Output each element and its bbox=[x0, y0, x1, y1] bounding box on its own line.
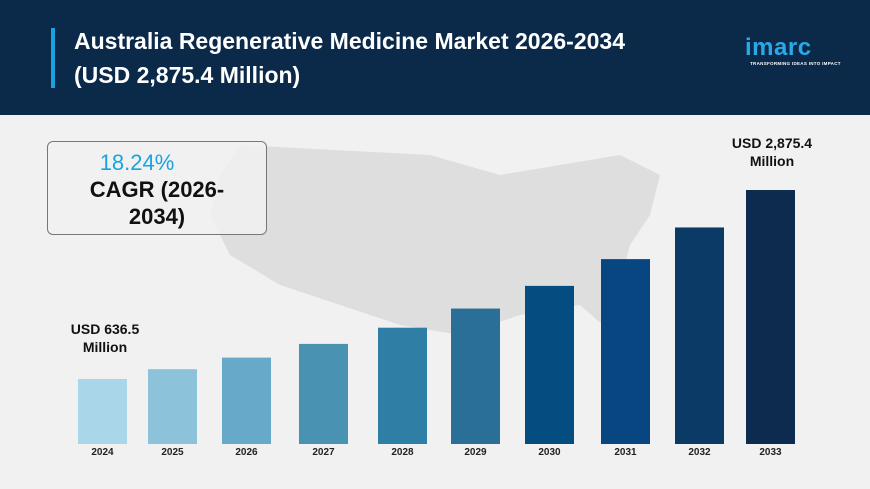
title-line-1: Australia Regenerative Medicine Market 2… bbox=[74, 28, 625, 54]
bar-2026 bbox=[222, 357, 271, 444]
x-tick-label: 2026 bbox=[235, 447, 258, 458]
x-tick-label: 2033 bbox=[759, 447, 782, 458]
end-value-label: USD 2,875.4 Million bbox=[720, 134, 824, 170]
x-tick-label: 2031 bbox=[614, 447, 637, 458]
x-tick-label: 2028 bbox=[391, 447, 414, 458]
end-value-line-2: Million bbox=[749, 153, 795, 169]
cagr-label-1: CAGR (2026- bbox=[89, 177, 225, 202]
x-tick-label: 2027 bbox=[312, 447, 335, 458]
bar-2025 bbox=[148, 369, 197, 444]
bar-2031 bbox=[601, 259, 650, 444]
x-tick-label: 2024 bbox=[91, 447, 114, 458]
cagr-label-2: 2034) bbox=[128, 204, 186, 229]
start-value-line-2: Million bbox=[82, 339, 128, 355]
bar-2030 bbox=[525, 285, 574, 444]
x-tick-label: 2025 bbox=[161, 447, 184, 458]
start-value-label: USD 636.5 Million bbox=[55, 320, 155, 356]
cagr-value: 18.24% bbox=[99, 150, 175, 175]
imarc-logo: imarc bbox=[745, 34, 812, 61]
page-title: Australia Regenerative Medicine Market 2… bbox=[74, 24, 625, 92]
x-tick-label: 2029 bbox=[464, 447, 487, 458]
bar-2024 bbox=[78, 378, 127, 444]
end-value-line-1: USD 2,875.4 bbox=[731, 135, 813, 151]
x-tick-label: 2030 bbox=[538, 447, 561, 458]
title-line-2: (USD 2,875.4 Million) bbox=[74, 62, 301, 88]
bar-2028 bbox=[378, 327, 427, 444]
bar-2033 bbox=[746, 190, 795, 444]
bar-2027 bbox=[299, 343, 348, 444]
header-banner: Australia Regenerative Medicine Market 2… bbox=[0, 0, 870, 115]
start-value-line-1: USD 636.5 bbox=[70, 321, 140, 337]
bar-2032 bbox=[675, 227, 724, 444]
bar-2029 bbox=[451, 308, 500, 444]
x-tick-label: 2032 bbox=[688, 447, 711, 458]
logo-tagline: TRANSFORMING IDEAS INTO IMPACT bbox=[750, 61, 841, 66]
title-accent-bar bbox=[51, 28, 55, 88]
cagr-box: 18.24% CAGR (2026- 2034) bbox=[47, 141, 267, 235]
